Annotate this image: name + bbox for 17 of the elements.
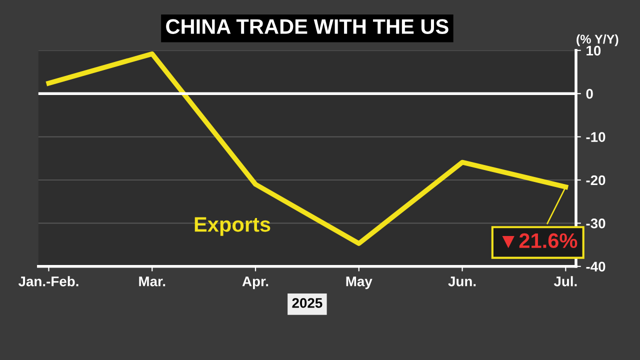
y-tick-label: -10	[586, 132, 606, 142]
y-tick-label: 0	[586, 88, 593, 99]
y-tick-label: -20	[586, 175, 606, 186]
y-tick-label: -40	[586, 262, 606, 272]
x-tick-label: Mar.	[139, 276, 166, 286]
x-tick-label: Jul.	[554, 276, 577, 286]
y-tick-label: 10	[586, 46, 601, 56]
y-tick-label: -30	[586, 218, 606, 228]
y-axis-title: (% Y/Y)	[576, 34, 618, 46]
x-tick-label: May	[346, 276, 372, 290]
series-label: Exports	[194, 217, 270, 236]
x-tick-label: Jan.-Feb.	[18, 276, 78, 286]
annotation: ▼21.6%	[502, 233, 578, 248]
x-tick-label: Apr.	[242, 276, 268, 290]
x-tick-label: Jun.	[448, 276, 476, 286]
chart-title: CHINA TRADE WITH THE US	[166, 19, 448, 34]
x-axis-title: 2025	[292, 298, 322, 308]
